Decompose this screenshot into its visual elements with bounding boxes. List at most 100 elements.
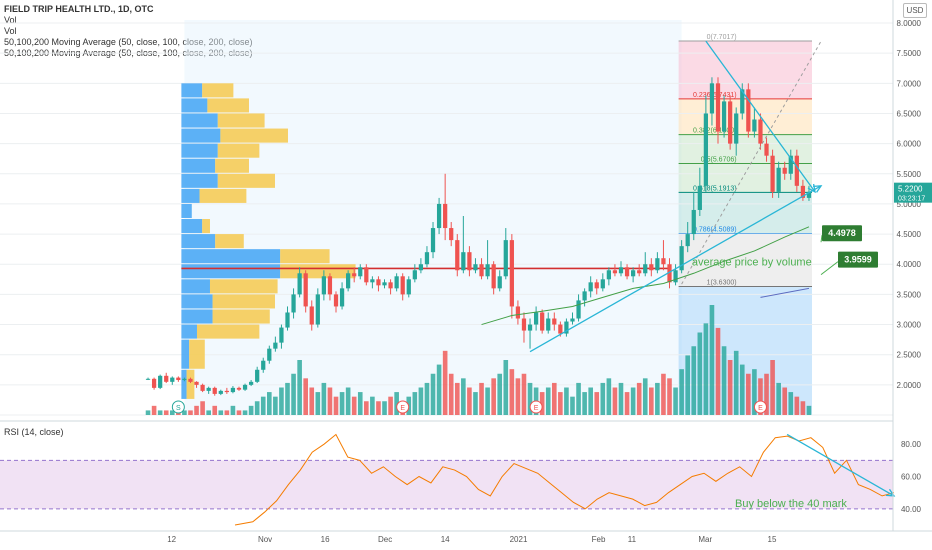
volume-bar: [224, 410, 230, 415]
candle-body: [806, 191, 812, 198]
price-tick-label: 3.0000: [897, 321, 922, 330]
price-tick-label: 2.5000: [897, 351, 922, 360]
volume-bar: [424, 382, 430, 415]
volume-profile-up-bar: [181, 173, 218, 188]
candle-body: [230, 387, 236, 393]
volume-profile-down-bar: [215, 158, 249, 173]
volume-bar: [454, 382, 460, 415]
candle-body: [558, 324, 563, 334]
legend-ma-1[interactable]: 50,100,200 Moving Average (50, close, 10…: [4, 37, 253, 47]
volume-bar: [285, 382, 290, 415]
time-tick-label: 16: [321, 535, 330, 544]
candle-body: [546, 318, 551, 331]
rsi-legend[interactable]: RSI (14, close): [4, 427, 64, 437]
volume-bar: [746, 373, 751, 415]
volume-profile-up-bar: [181, 324, 197, 339]
volume-bar: [752, 369, 757, 415]
candle-body: [158, 375, 163, 388]
fib-level-label: 0.618(5.1913): [693, 185, 737, 192]
volume-bar: [521, 373, 527, 415]
rsi-line: [234, 433, 895, 526]
fib-level-label: 0.5(5.6706): [701, 156, 737, 163]
volume-profile-down-bar: [199, 188, 247, 203]
candle-body: [449, 228, 454, 241]
candle-body: [303, 273, 308, 307]
volume-bar: [636, 382, 642, 415]
rsi-pane: Buy below the 40 mark: [0, 433, 896, 526]
candle-body: [697, 185, 702, 210]
candle-body: [164, 375, 169, 382]
volume-bar: [339, 392, 345, 415]
volume-profile-down-bar: [189, 339, 205, 369]
time-tick-label: Dec: [378, 535, 392, 544]
event-marker-letter: E: [534, 405, 539, 412]
volume-bar: [467, 387, 472, 415]
volume-bar: [394, 392, 399, 415]
last-price-tag: [894, 182, 932, 203]
volume-profile-up-bar: [181, 203, 192, 219]
candle-body: [606, 270, 611, 280]
candle-body: [436, 203, 442, 229]
fib-zone: [678, 233, 812, 287]
candle-body: [479, 264, 484, 277]
volume-bar: [418, 387, 424, 415]
candle-body: [327, 276, 333, 295]
volume-bar: [776, 382, 781, 415]
price-callout-pointer: [820, 261, 839, 276]
volume-bar: [163, 410, 169, 415]
price-tick-label: 7.5000: [897, 49, 922, 58]
candle-body: [309, 306, 314, 325]
volume-bar: [721, 346, 727, 415]
volume-profile-down-bar: [212, 294, 275, 309]
candle-body: [291, 294, 296, 313]
downtrend-line: [705, 40, 816, 193]
volume-bar: [703, 323, 709, 415]
candle-body: [582, 291, 587, 301]
price-callout-label: 4.4978: [828, 228, 856, 238]
volume-bar: [515, 378, 521, 415]
legend-vol-1[interactable]: Vol: [4, 15, 17, 25]
candle-body: [673, 270, 678, 283]
candle-body: [346, 273, 351, 289]
symbol-title[interactable]: FIELD TRIP HEALTH LTD., 1D, OTC: [4, 4, 154, 14]
candle-body: [151, 378, 157, 388]
legend-vol-2[interactable]: Vol: [4, 26, 17, 36]
time-tick-label: Mar: [698, 535, 712, 544]
candle-body: [176, 377, 181, 381]
volume-bar: [545, 387, 551, 415]
volume-bar: [673, 387, 678, 415]
candle-body: [758, 119, 763, 144]
candle-body: [358, 267, 363, 277]
candle-body: [430, 228, 436, 253]
volume-profile-up-bar: [181, 98, 208, 113]
volume-profile-up-bar: [181, 219, 203, 234]
candle-body: [721, 101, 727, 132]
volume-profile-up-bar: [181, 369, 187, 399]
candle-body: [503, 240, 508, 277]
volume-bar: [291, 373, 296, 415]
candle-body: [679, 246, 684, 271]
volume-bar: [782, 387, 788, 415]
candle-body: [631, 270, 636, 277]
volume-bar: [485, 387, 490, 415]
candle-body: [455, 240, 460, 271]
volume-bar: [254, 401, 260, 415]
volume-profile-up-bar: [181, 188, 200, 203]
volume-bar: [800, 401, 806, 415]
candle-body: [521, 318, 527, 331]
candle-body: [649, 264, 654, 271]
candle-body: [776, 167, 781, 192]
volume-profile-up-bar: [181, 309, 213, 324]
volume-bar: [697, 332, 703, 415]
candle-body: [400, 276, 405, 295]
candle-body: [527, 324, 533, 331]
volume-profile-down-bar: [196, 324, 260, 339]
volume-bar: [794, 396, 800, 415]
volume-bar: [309, 387, 315, 415]
volume-bar: [357, 392, 363, 415]
volume-bar: [236, 410, 242, 415]
volume-bar: [685, 355, 690, 415]
candle-body: [333, 294, 339, 307]
currency-badge[interactable]: USD: [903, 3, 927, 18]
